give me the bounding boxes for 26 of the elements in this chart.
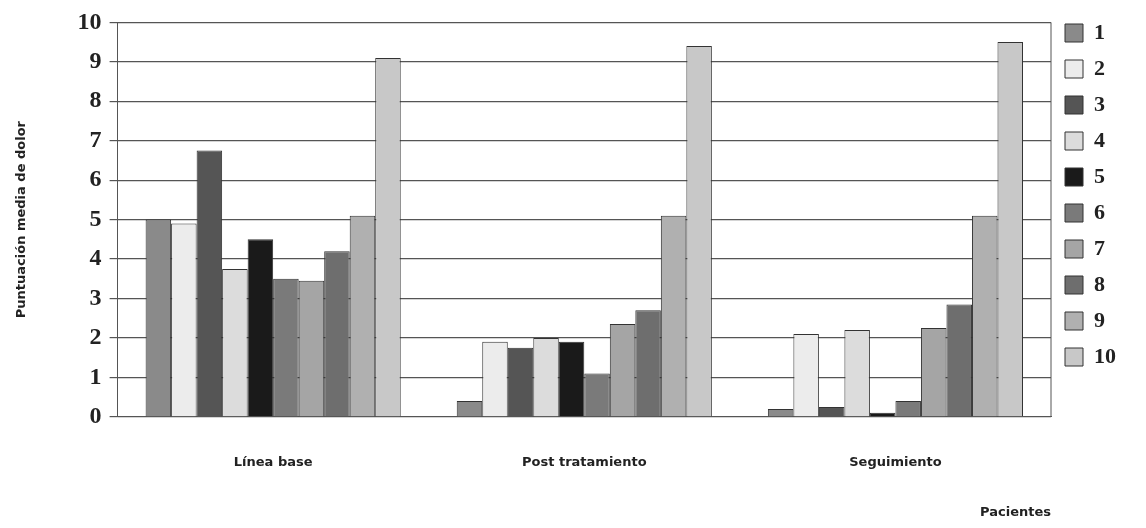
- legend-label: 10: [1094, 342, 1116, 368]
- legend-label: 8: [1094, 270, 1105, 296]
- y-tick-label: 9: [89, 47, 102, 74]
- y-tick-label: 7: [89, 125, 102, 152]
- legend-label: 2: [1094, 54, 1105, 80]
- y-tick-label: 10: [77, 7, 102, 34]
- legend-label: 4: [1094, 126, 1105, 152]
- y-tick-label: 2: [89, 323, 102, 350]
- x-tick-label: Post tratamiento: [522, 453, 647, 469]
- legend-label: 6: [1094, 198, 1105, 224]
- y-axis-title: Puntuación media de dolor: [13, 120, 29, 319]
- y-tick-label: 3: [89, 283, 102, 310]
- legend-label: 9: [1094, 306, 1105, 332]
- x-tick-label: Seguimiento: [849, 453, 942, 469]
- x-tick-label: Línea base: [233, 453, 313, 469]
- y-tick-label: 8: [89, 86, 102, 113]
- legend-label: 7: [1094, 234, 1105, 260]
- y-tick-label: 0: [89, 402, 102, 428]
- legend-label: 1: [1094, 18, 1105, 44]
- legend-label: 3: [1094, 90, 1105, 116]
- y-tick-label: 5: [89, 204, 102, 231]
- y-tick-label: 1: [89, 362, 102, 389]
- y-tick-label: 4: [89, 244, 102, 271]
- legend-label: 5: [1094, 162, 1105, 188]
- x-axis-title: Pacientes: [980, 503, 1052, 519]
- y-tick-label: 6: [89, 165, 102, 192]
